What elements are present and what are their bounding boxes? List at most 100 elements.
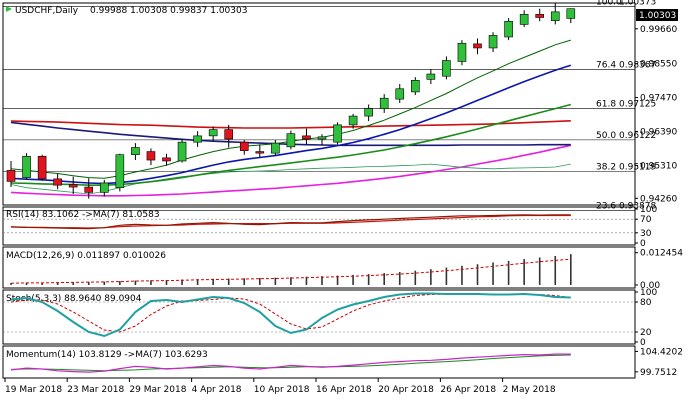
stoch-main-line xyxy=(10,292,571,338)
axis-tick-label: 30 xyxy=(640,229,652,239)
candle xyxy=(442,56,451,80)
symbol-label: USDCHF,Daily xyxy=(15,6,79,16)
fib-label: 100.0 xyxy=(596,0,622,7)
candle-body xyxy=(84,186,94,193)
candle xyxy=(566,8,576,24)
price-tick-label: 0.97470 xyxy=(640,94,677,104)
price-tick-label: 0.96390 xyxy=(640,127,677,137)
candle xyxy=(146,148,156,166)
macd-signal-line xyxy=(10,258,571,284)
candle-body xyxy=(442,60,451,77)
candle xyxy=(193,131,202,147)
candle xyxy=(84,178,94,199)
candle-body xyxy=(286,133,296,148)
macd-axis: 0.012454 0.00 xyxy=(635,249,683,291)
candle-body xyxy=(473,43,482,49)
axis-tick-label: 20 xyxy=(640,328,652,338)
candle-body xyxy=(333,124,342,143)
fib-value: 0.98367 xyxy=(619,60,656,70)
price-axis: 0.99660 0.98550 0.97470 0.96390 0.95310 0.942… xyxy=(635,25,677,204)
candle xyxy=(348,113,358,129)
axis-tick-label: 0 xyxy=(640,338,646,348)
candle xyxy=(177,139,187,163)
candle xyxy=(224,124,233,148)
price-badge-box xyxy=(636,9,678,21)
candle-body xyxy=(162,157,171,162)
candle-body xyxy=(395,88,405,100)
time-tick-label: 10 Apr 2018 xyxy=(254,385,310,395)
candle xyxy=(286,130,296,150)
candle-body xyxy=(131,147,140,156)
candle-body xyxy=(426,73,436,80)
candle xyxy=(473,38,482,55)
candle xyxy=(426,68,436,85)
ohlc-label: 0.99988 1.00308 0.99837 1.00303 xyxy=(90,6,247,16)
candle-body xyxy=(271,142,280,154)
fib-value: 1.00373 xyxy=(619,0,656,7)
stoch-title: Stoch(5,3,3) 88.9640 89.0904 xyxy=(6,294,142,304)
time-axis: 19 Mar 2018 23 Mar 2018 29 Mar 2018 4 Apr 2… xyxy=(4,378,556,395)
candle-body xyxy=(239,141,249,151)
candle-body xyxy=(348,115,358,126)
candle-body xyxy=(504,20,513,38)
candle-body xyxy=(208,129,218,137)
rsi-title: RSI(14) 83.1062 ->MA(7) 81.0583 xyxy=(6,210,160,220)
candle-body xyxy=(255,151,265,154)
macd-pane-frame xyxy=(2,246,636,289)
candle-body xyxy=(550,11,560,21)
candles xyxy=(6,3,576,199)
candle-body xyxy=(302,135,311,140)
momentum-title: Momentum(14) 103.8129 ->MA(7) 103.6293 xyxy=(6,350,208,360)
chart-expand-icon[interactable] xyxy=(6,6,12,12)
candle-body xyxy=(22,155,31,178)
candle-body xyxy=(115,154,125,188)
candle-body xyxy=(146,151,156,161)
price-badge-text: 1.00303 xyxy=(639,11,676,21)
macd-pane: MACD(12,26,9) 0.011897 0.010026 0.012454… xyxy=(2,246,683,291)
candle xyxy=(317,134,327,146)
axis-tick-label: 100 xyxy=(640,205,657,215)
stoch-pane-frame xyxy=(2,289,636,345)
candle xyxy=(379,94,389,113)
candle xyxy=(457,40,467,66)
fib-label: 76.4 xyxy=(596,60,616,70)
fib-label: 38.2 xyxy=(596,162,616,172)
candle xyxy=(208,126,218,142)
candle-body xyxy=(6,170,16,182)
candle xyxy=(395,84,405,103)
candle xyxy=(162,153,171,166)
rsi-lines xyxy=(3,214,635,234)
axis-tick-label: 100 xyxy=(640,288,657,298)
candle-body xyxy=(488,35,498,49)
time-tick-label: 16 Apr 2018 xyxy=(316,385,372,395)
candle xyxy=(302,128,311,145)
price-tick-label: 0.99660 xyxy=(640,25,677,35)
fib-value: 0.93878 xyxy=(619,201,656,211)
price-tick-label: 0.95310 xyxy=(640,161,677,171)
fib-label: 61.8 xyxy=(596,99,616,109)
fib-value: 0.97125 xyxy=(619,99,656,109)
momentum-pane-frame xyxy=(2,345,636,379)
momentum-axis: 104.4202 99.7512 xyxy=(635,347,683,378)
price-pane-frame xyxy=(2,2,636,206)
candle xyxy=(504,18,513,41)
candle xyxy=(519,10,529,27)
fib-value: 0.96122 xyxy=(619,131,656,141)
candle-body xyxy=(53,178,62,186)
time-tick-label: 26 Apr 2018 xyxy=(440,385,496,395)
axis-tick-label: 0.00 xyxy=(640,281,660,291)
candle xyxy=(53,173,62,190)
axis-tick-label: 99.7512 xyxy=(640,368,677,378)
candle xyxy=(410,77,420,96)
ma_red-line xyxy=(10,120,571,129)
candle-body xyxy=(224,129,233,140)
candle xyxy=(488,32,498,53)
candle xyxy=(239,139,249,155)
price-tick-label: 0.98550 xyxy=(640,60,677,70)
momentum-main-line xyxy=(10,353,571,373)
candle-body xyxy=(535,14,545,18)
